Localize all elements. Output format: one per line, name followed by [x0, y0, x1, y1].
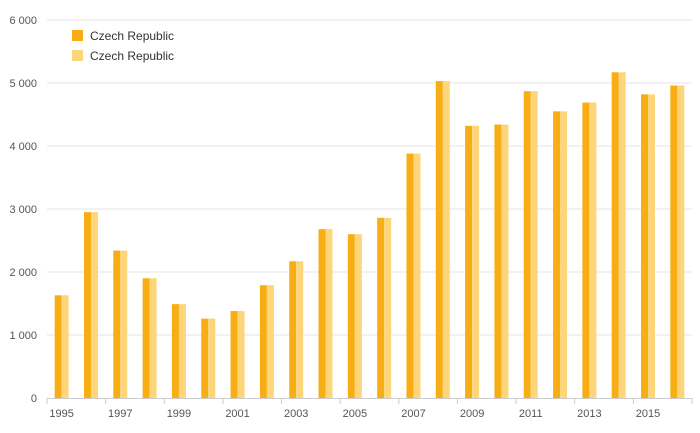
- y-tick-label: 2 000: [9, 267, 37, 279]
- bar[interactable]: [296, 261, 304, 398]
- bar[interactable]: [149, 278, 157, 398]
- y-tick-label: 4 000: [9, 141, 37, 153]
- bar[interactable]: [54, 295, 62, 398]
- legend-swatch: [72, 30, 83, 41]
- bar[interactable]: [553, 111, 561, 398]
- legend-label: Czech Republic: [90, 29, 174, 43]
- legend-item[interactable]: Czech Republic: [72, 29, 174, 43]
- x-tick-label: 2009: [460, 408, 484, 420]
- bar[interactable]: [406, 153, 414, 398]
- bar[interactable]: [494, 124, 502, 398]
- bar[interactable]: [589, 102, 597, 398]
- bar[interactable]: [237, 311, 245, 398]
- bar[interactable]: [523, 91, 531, 398]
- legend: Czech Republic Czech Republic: [72, 29, 174, 63]
- bar[interactable]: [318, 229, 326, 398]
- x-tick-label: 1997: [108, 408, 132, 420]
- y-tick-label: 0: [31, 393, 37, 405]
- bar[interactable]: [501, 124, 509, 398]
- bar[interactable]: [142, 278, 150, 398]
- bar[interactable]: [377, 217, 385, 398]
- x-tick-label: 2011: [519, 408, 543, 420]
- bar[interactable]: [266, 285, 274, 398]
- bar[interactable]: [648, 94, 656, 398]
- bar[interactable]: [230, 311, 238, 398]
- bars: [54, 72, 685, 399]
- x-tick-label: 2001: [225, 408, 249, 420]
- x-tick-label: 1999: [167, 408, 191, 420]
- bar[interactable]: [289, 261, 297, 398]
- bar[interactable]: [465, 125, 473, 398]
- legend-label: Czech Republic: [90, 49, 174, 63]
- bar[interactable]: [354, 234, 362, 398]
- bar[interactable]: [435, 81, 443, 399]
- x-tick-label: 2003: [284, 408, 308, 420]
- bar[interactable]: [61, 295, 69, 398]
- x-axis: 1995 1997 1999 2001 2003 2005 2007 2009 2011 2013…: [46, 398, 693, 420]
- x-tick-label: 2015: [636, 408, 660, 420]
- bar[interactable]: [472, 125, 480, 398]
- x-tick-label: 2013: [577, 408, 601, 420]
- bar[interactable]: [83, 212, 91, 398]
- bar[interactable]: [677, 85, 685, 399]
- y-axis-tick-labels: 0 1 000 2 000 3 000 4 000 5 000 6 000: [9, 15, 37, 405]
- bar[interactable]: [641, 94, 649, 398]
- bar[interactable]: [618, 72, 626, 398]
- bar[interactable]: [201, 318, 209, 398]
- x-tick-label: 2005: [343, 408, 367, 420]
- bar[interactable]: [347, 234, 355, 398]
- bar[interactable]: [113, 250, 121, 398]
- x-tick-label: 2007: [401, 408, 425, 420]
- bar[interactable]: [325, 229, 333, 398]
- y-tick-label: 5 000: [9, 78, 37, 90]
- bar[interactable]: [582, 102, 590, 398]
- y-tick-label: 1 000: [9, 330, 37, 342]
- bar[interactable]: [120, 250, 128, 398]
- bar[interactable]: [530, 91, 538, 398]
- bar[interactable]: [259, 285, 267, 398]
- y-tick-label: 6 000: [9, 15, 37, 27]
- bar[interactable]: [611, 72, 619, 398]
- bar[interactable]: [560, 111, 568, 398]
- x-tick-label: 1995: [49, 408, 73, 420]
- bar[interactable]: [171, 304, 179, 398]
- y-tick-label: 3 000: [9, 204, 37, 216]
- bar[interactable]: [90, 212, 98, 398]
- legend-item[interactable]: Czech Republic: [72, 49, 174, 63]
- bar[interactable]: [442, 81, 450, 399]
- bar[interactable]: [413, 153, 421, 398]
- bar[interactable]: [670, 85, 678, 399]
- bar[interactable]: [178, 304, 186, 398]
- bar[interactable]: [208, 318, 216, 398]
- legend-swatch: [72, 50, 83, 61]
- bar[interactable]: [384, 217, 392, 398]
